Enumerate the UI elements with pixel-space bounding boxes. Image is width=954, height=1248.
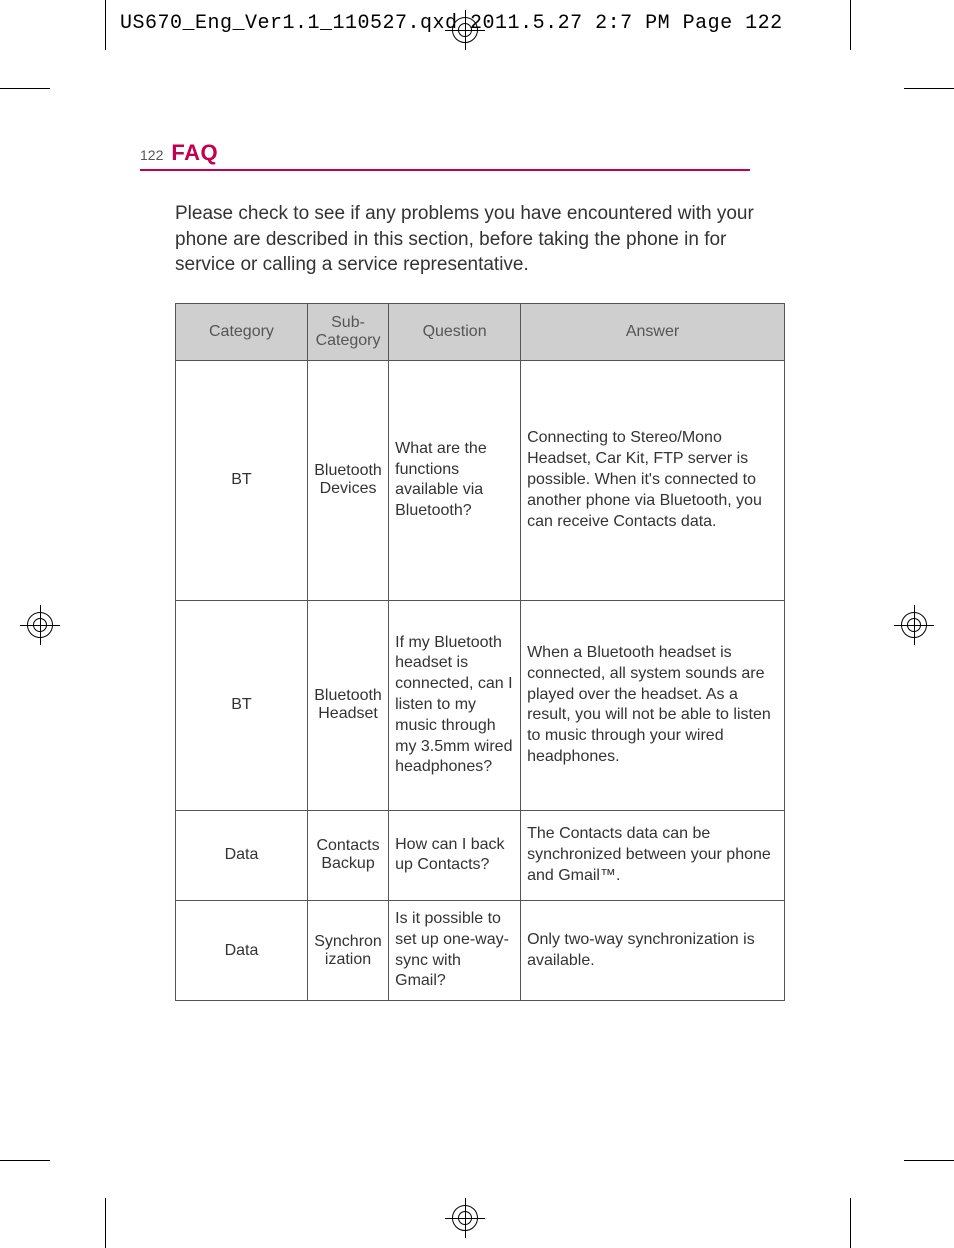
frame-line: [105, 0, 106, 50]
header-question: Question: [389, 303, 521, 360]
frame-line: [850, 1198, 851, 1248]
crop-mark: [904, 1160, 954, 1161]
cell-answer: The Contacts data can be synchronized be…: [521, 810, 785, 900]
registration-mark-icon: [445, 1198, 485, 1238]
section-header: 122 FAQ: [140, 140, 750, 171]
table-row: Data Contacts Backup How can I back up C…: [176, 810, 785, 900]
page-content: 122 FAQ Please check to see if any probl…: [175, 140, 785, 1001]
cell-answer: Connecting to Stereo/Mono Headset, Car K…: [521, 360, 785, 600]
cell-answer: Only two-way synchronization is availabl…: [521, 900, 785, 1000]
cell-category: BT: [176, 600, 308, 810]
header-answer: Answer: [521, 303, 785, 360]
faq-table: Category Sub-Category Question Answer BT…: [175, 303, 785, 1001]
cell-sub-category: Bluetooth Devices: [307, 360, 388, 600]
cell-sub-category: Synchronization: [307, 900, 388, 1000]
section-title: FAQ: [171, 140, 218, 166]
header-sub-category: Sub-Category: [307, 303, 388, 360]
cell-category: Data: [176, 810, 308, 900]
cell-question: How can I back up Contacts?: [389, 810, 521, 900]
table-row: BT Bluetooth Headset If my Bluetooth hea…: [176, 600, 785, 810]
cell-question: Is it possible to set up one-way-sync wi…: [389, 900, 521, 1000]
cell-sub-category: Bluetooth Headset: [307, 600, 388, 810]
table-row: Data Synchronization Is it possible to s…: [176, 900, 785, 1000]
header-category: Category: [176, 303, 308, 360]
registration-mark-icon: [894, 605, 934, 645]
registration-mark-icon: [445, 10, 485, 50]
table-row: BT Bluetooth Devices What are the functi…: [176, 360, 785, 600]
crop-mark: [904, 88, 954, 89]
crop-mark: [0, 88, 50, 89]
cell-category: Data: [176, 900, 308, 1000]
page-number: 122: [140, 147, 163, 163]
cell-answer: When a Bluetooth headset is connected, a…: [521, 600, 785, 810]
frame-line: [850, 0, 851, 50]
cell-question: What are the functions available via Blu…: [389, 360, 521, 600]
cell-category: BT: [176, 360, 308, 600]
registration-mark-icon: [20, 605, 60, 645]
cell-question: If my Bluetooth headset is connected, ca…: [389, 600, 521, 810]
crop-mark: [0, 1160, 50, 1161]
table-header-row: Category Sub-Category Question Answer: [176, 303, 785, 360]
intro-paragraph: Please check to see if any problems you …: [175, 201, 785, 278]
frame-line: [105, 1198, 106, 1248]
cell-sub-category: Contacts Backup: [307, 810, 388, 900]
